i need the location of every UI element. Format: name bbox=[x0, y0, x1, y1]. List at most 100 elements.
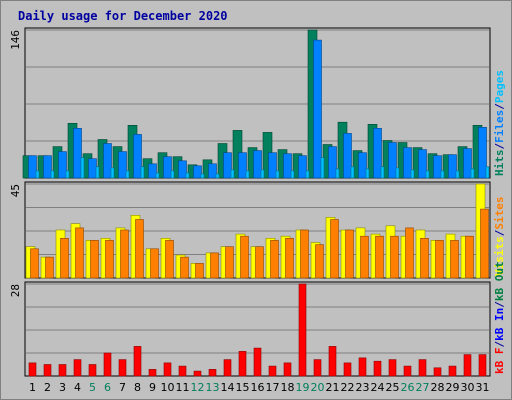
bar-pages-day-19 bbox=[305, 170, 310, 179]
legend-entry: Sites bbox=[493, 197, 506, 230]
x-tick-day-29: 29 bbox=[446, 381, 460, 394]
bar-sites-day-12 bbox=[195, 263, 204, 279]
x-tick-day-12: 12 bbox=[191, 381, 205, 394]
bar-files-day-4 bbox=[73, 128, 82, 179]
bar-kb-f-day-11 bbox=[178, 365, 187, 377]
x-tick-day-3: 3 bbox=[59, 381, 66, 394]
bar-files-day-1 bbox=[28, 155, 37, 179]
panel-3: 28 kB F/kB In/kB Out bbox=[9, 261, 506, 377]
x-tick-day-9: 9 bbox=[149, 381, 156, 394]
x-tick-day-16: 16 bbox=[251, 381, 265, 394]
bar-kb-f-day-31 bbox=[478, 354, 487, 377]
bar-pages-day-5 bbox=[95, 166, 100, 179]
bar-sites-day-28 bbox=[435, 240, 444, 279]
bar-files-day-15 bbox=[238, 152, 247, 179]
bar-files-day-25 bbox=[388, 142, 397, 179]
bar-pages-day-15 bbox=[245, 170, 250, 179]
bar-kb-f-day-10 bbox=[163, 362, 172, 377]
bar-kb-f-day-8 bbox=[133, 346, 142, 377]
bar-files-day-21 bbox=[328, 146, 337, 179]
x-tick-day-14: 14 bbox=[221, 381, 235, 394]
x-tick-day-5: 5 bbox=[89, 381, 96, 394]
bar-sites-day-17 bbox=[270, 240, 279, 279]
x-tick-day-28: 28 bbox=[431, 381, 445, 394]
x-tick-day-18: 18 bbox=[281, 381, 295, 394]
bar-files-day-23 bbox=[358, 152, 367, 179]
panel-3-legend: kB F/kB In/kB Out bbox=[493, 261, 506, 374]
x-tick-day-6: 6 bbox=[104, 381, 111, 394]
bar-sites-day-9 bbox=[150, 248, 159, 279]
panel-1-legend: Hits/Files/Pages bbox=[493, 70, 506, 176]
bar-sites-day-16 bbox=[255, 246, 264, 279]
bar-files-day-9 bbox=[148, 163, 157, 179]
bar-pages-day-23 bbox=[365, 168, 370, 179]
bar-pages-day-31 bbox=[485, 166, 490, 179]
bar-pages-day-10 bbox=[170, 170, 175, 179]
bar-pages-day-14 bbox=[230, 169, 235, 179]
bar-kb-f-day-28 bbox=[433, 367, 442, 377]
bar-kb-f-day-24 bbox=[373, 360, 382, 377]
bar-files-day-2 bbox=[43, 155, 52, 179]
bar-files-day-22 bbox=[343, 133, 352, 179]
x-tick-day-22: 22 bbox=[341, 381, 355, 394]
bar-sites-day-18 bbox=[285, 238, 294, 279]
legend-entry: kB In bbox=[493, 308, 506, 341]
bar-sites-day-26 bbox=[405, 227, 414, 279]
bar-pages-day-8 bbox=[140, 166, 145, 179]
bar-pages-day-18 bbox=[290, 170, 295, 179]
bar-files-day-19 bbox=[298, 155, 307, 179]
bar-sites-day-24 bbox=[375, 235, 384, 279]
bar-sites-day-5 bbox=[90, 240, 99, 279]
x-tick-day-1: 1 bbox=[29, 381, 36, 394]
bar-kb-f-day-3 bbox=[58, 364, 67, 377]
bar-pages-day-29 bbox=[455, 170, 460, 179]
bar-files-day-12 bbox=[193, 165, 202, 179]
bar-sites-day-13 bbox=[210, 252, 219, 279]
x-tick-day-26: 26 bbox=[401, 381, 415, 394]
bar-pages-day-21 bbox=[335, 168, 340, 179]
panel-2-legend: Visits/Sites bbox=[493, 197, 506, 277]
bar-kb-f-day-4 bbox=[73, 359, 82, 377]
bar-sites-day-14 bbox=[225, 246, 234, 279]
x-tick-day-10: 10 bbox=[161, 381, 175, 394]
bar-kb-f-day-25 bbox=[388, 359, 397, 377]
bar-pages-day-4 bbox=[80, 157, 85, 179]
bar-files-day-5 bbox=[88, 158, 97, 179]
bar-files-day-13 bbox=[208, 163, 217, 179]
bar-sites-day-1 bbox=[30, 248, 39, 279]
bar-pages-day-17 bbox=[275, 170, 280, 179]
bar-kb-f-day-17 bbox=[268, 365, 277, 377]
x-tick-day-4: 4 bbox=[74, 381, 81, 394]
bar-pages-day-16 bbox=[260, 169, 265, 179]
bar-sites-day-10 bbox=[165, 240, 174, 279]
bar-sites-day-15 bbox=[240, 235, 249, 279]
bar-kb-f-day-6 bbox=[103, 352, 112, 377]
x-tick-day-23: 23 bbox=[356, 381, 370, 394]
bar-sites-day-8 bbox=[135, 219, 144, 279]
legend-entry: / bbox=[493, 143, 506, 150]
x-tick-day-25: 25 bbox=[386, 381, 400, 394]
x-tick-day-8: 8 bbox=[134, 381, 141, 394]
panel-3-y-max-label: 28 bbox=[9, 284, 22, 297]
bar-sites-day-25 bbox=[390, 235, 399, 279]
x-tick-day-20: 20 bbox=[311, 381, 325, 394]
legend-entry: / bbox=[493, 103, 506, 110]
x-tick-day-2: 2 bbox=[44, 381, 51, 394]
bar-kb-f-day-29 bbox=[448, 365, 457, 377]
bar-kb-f-day-16 bbox=[253, 347, 262, 377]
bar-pages-day-2 bbox=[50, 170, 55, 179]
legend-entry: / bbox=[493, 301, 506, 308]
bar-sites-day-21 bbox=[330, 219, 339, 279]
x-tick-day-27: 27 bbox=[416, 381, 430, 394]
bar-sites-day-7 bbox=[120, 229, 129, 279]
bar-kb-f-day-22 bbox=[343, 362, 352, 377]
bar-sites-day-22 bbox=[345, 229, 354, 279]
bar-kb-f-day-21 bbox=[328, 346, 337, 377]
bar-kb-f-day-7 bbox=[118, 359, 127, 377]
bar-files-day-29 bbox=[448, 154, 457, 179]
bar-files-day-28 bbox=[433, 155, 442, 179]
bar-files-day-3 bbox=[58, 151, 67, 179]
bar-pages-day-28 bbox=[440, 170, 445, 179]
bar-files-day-31 bbox=[478, 127, 487, 179]
bar-pages-day-11 bbox=[185, 172, 190, 179]
